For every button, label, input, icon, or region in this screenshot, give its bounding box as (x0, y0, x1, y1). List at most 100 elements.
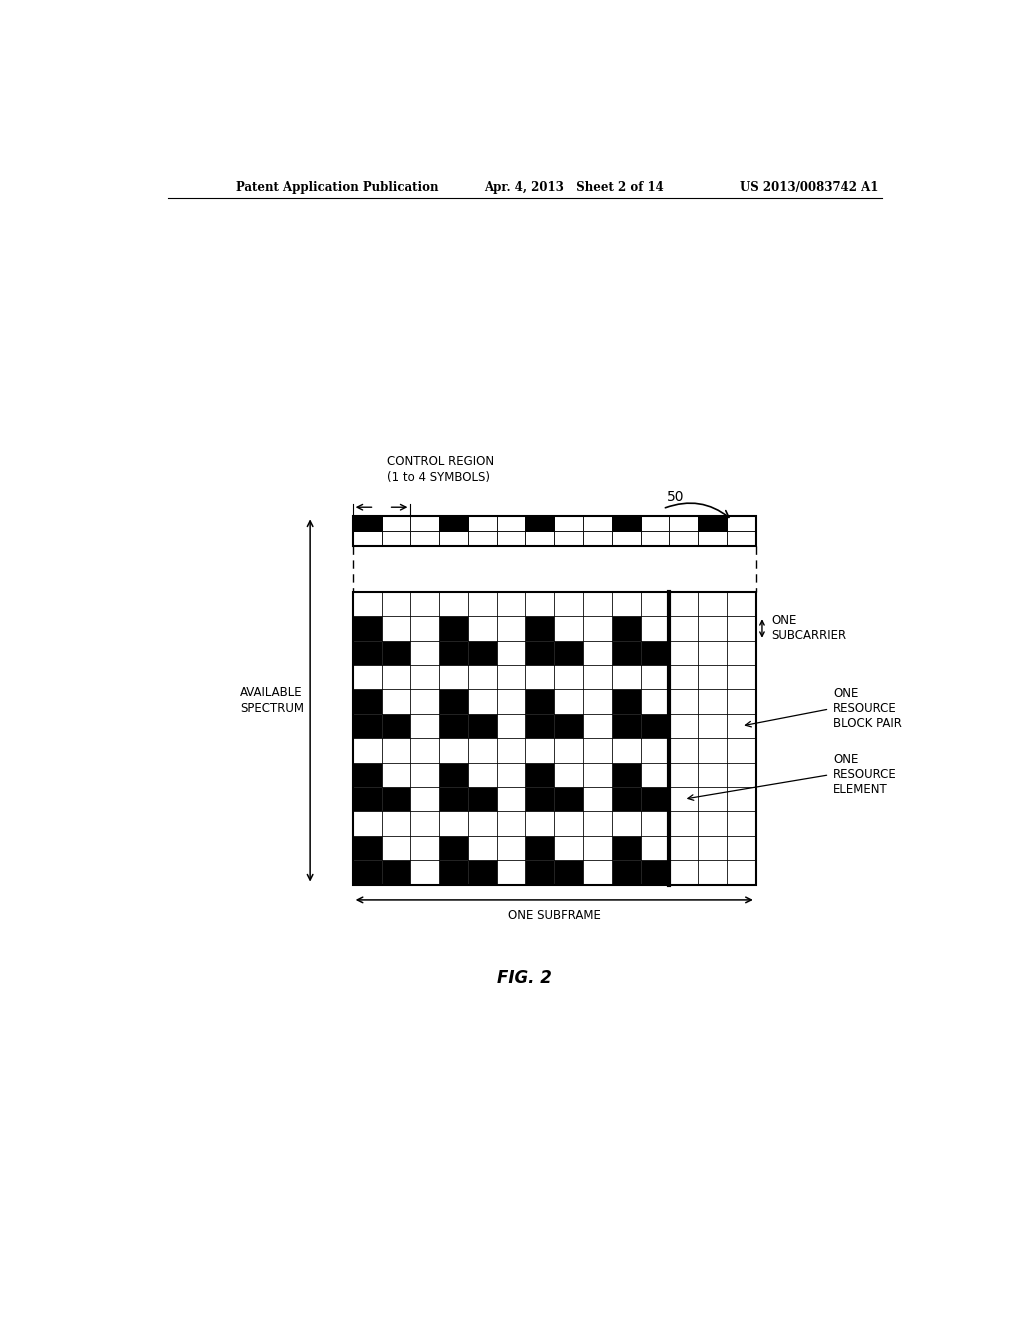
Bar (641, 861, 670, 884)
Bar (698, 861, 727, 884)
Text: ONE
RESOURCE
ELEMENT: ONE RESOURCE ELEMENT (834, 754, 897, 796)
Bar (352, 812, 382, 836)
Bar (698, 689, 727, 714)
Bar (468, 787, 497, 812)
Bar (554, 812, 583, 836)
Bar (641, 665, 670, 689)
Text: AVAILABLE
SPECTRUM: AVAILABLE SPECTRUM (240, 686, 304, 715)
Bar (698, 714, 727, 738)
Bar (554, 861, 583, 884)
Bar (468, 591, 497, 616)
Bar (611, 665, 641, 689)
Bar (439, 689, 468, 714)
Text: Patent Application Publication: Patent Application Publication (237, 181, 439, 194)
Bar (525, 861, 554, 884)
Bar (468, 714, 497, 738)
Text: FIG. 2: FIG. 2 (498, 969, 552, 987)
Bar (439, 836, 468, 861)
Bar (525, 516, 554, 531)
Bar (468, 836, 497, 861)
Bar (611, 616, 641, 640)
Bar (611, 591, 641, 616)
Bar (468, 616, 497, 640)
Bar (698, 516, 727, 531)
Bar (497, 616, 525, 640)
Bar (670, 516, 698, 531)
Bar (641, 516, 670, 531)
Bar (352, 665, 382, 689)
Bar (611, 812, 641, 836)
Bar (525, 689, 554, 714)
Bar (583, 738, 611, 763)
Bar (352, 616, 382, 640)
Bar (352, 738, 382, 763)
Bar (641, 616, 670, 640)
Bar (641, 531, 670, 545)
Bar (411, 640, 439, 665)
Bar (611, 689, 641, 714)
Bar (411, 516, 439, 531)
Bar (468, 640, 497, 665)
Bar (611, 640, 641, 665)
Bar (382, 616, 411, 640)
Bar (439, 516, 468, 531)
Bar (352, 787, 382, 812)
Bar (670, 689, 698, 714)
Bar (641, 787, 670, 812)
Bar (554, 763, 583, 787)
Bar (611, 689, 641, 714)
Bar (611, 861, 641, 884)
Bar (352, 836, 382, 861)
Bar (411, 738, 439, 763)
Bar (439, 640, 468, 665)
Bar (611, 836, 641, 861)
Bar (525, 591, 554, 616)
Bar (352, 640, 382, 665)
Bar (698, 812, 727, 836)
Bar (698, 516, 727, 531)
Bar (382, 861, 411, 884)
Bar (554, 738, 583, 763)
Bar (439, 861, 468, 884)
Bar (641, 689, 670, 714)
Bar (382, 714, 411, 738)
Bar (468, 861, 497, 884)
Bar (352, 516, 382, 531)
Bar (439, 591, 468, 616)
Bar (727, 665, 756, 689)
Bar (352, 836, 382, 861)
Bar (670, 665, 698, 689)
Text: US 2013/0083742 A1: US 2013/0083742 A1 (740, 181, 879, 194)
Bar (439, 861, 468, 884)
Bar (468, 763, 497, 787)
Bar (382, 787, 411, 812)
Bar (411, 812, 439, 836)
Bar (727, 616, 756, 640)
Bar (698, 640, 727, 665)
Bar (525, 714, 554, 738)
Bar (611, 787, 641, 812)
Bar (352, 763, 382, 787)
Bar (525, 836, 554, 861)
Bar (698, 763, 727, 787)
Bar (525, 763, 554, 787)
Bar (468, 640, 497, 665)
Text: CONTROL REGION
(1 to 4 SYMBOLS): CONTROL REGION (1 to 4 SYMBOLS) (387, 455, 495, 484)
Bar (382, 738, 411, 763)
Bar (439, 714, 468, 738)
Bar (611, 763, 641, 787)
Bar (611, 516, 641, 531)
Bar (525, 836, 554, 861)
Bar (583, 763, 611, 787)
Bar (698, 531, 727, 545)
Bar (352, 516, 382, 531)
Bar (698, 836, 727, 861)
Bar (497, 516, 525, 531)
Text: 50: 50 (667, 490, 684, 504)
Bar (727, 763, 756, 787)
Bar (554, 665, 583, 689)
Bar (439, 787, 468, 812)
Bar (554, 689, 583, 714)
Bar (352, 861, 382, 884)
Bar (352, 787, 382, 812)
